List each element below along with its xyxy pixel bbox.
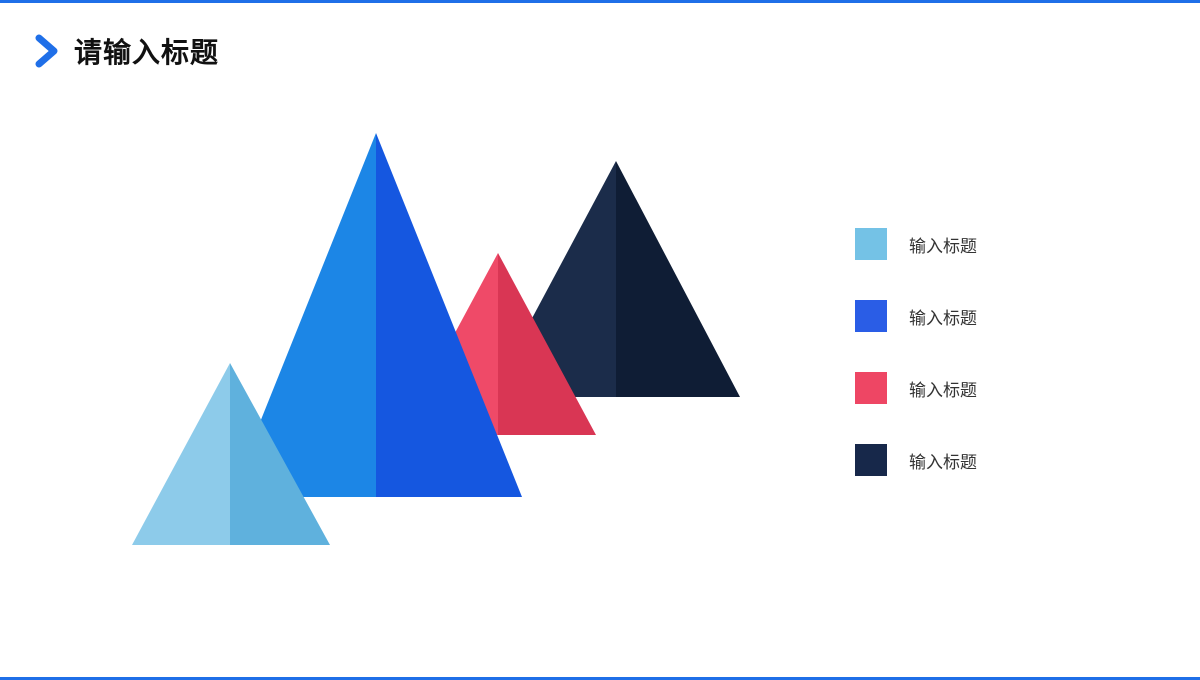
legend-swatch [855,444,887,476]
slide: 请输入标题 输入标题输入标题输入标题输入标题 [0,0,1200,680]
legend-item: 输入标题 [855,372,977,404]
chevron-right-icon [34,34,60,68]
legend-item: 输入标题 [855,228,977,260]
legend-item: 输入标题 [855,300,977,332]
legend-swatch [855,228,887,260]
legend-label: 输入标题 [909,448,977,473]
legend-swatch [855,372,887,404]
legend-label: 输入标题 [909,304,977,329]
chart-legend: 输入标题输入标题输入标题输入标题 [855,228,977,476]
pyramid-chart [120,133,740,553]
legend-label: 输入标题 [909,232,977,257]
legend-swatch [855,300,887,332]
slide-header: 请输入标题 [34,31,219,71]
slide-title: 请输入标题 [74,31,219,71]
legend-label: 输入标题 [909,376,977,401]
legend-item: 输入标题 [855,444,977,476]
